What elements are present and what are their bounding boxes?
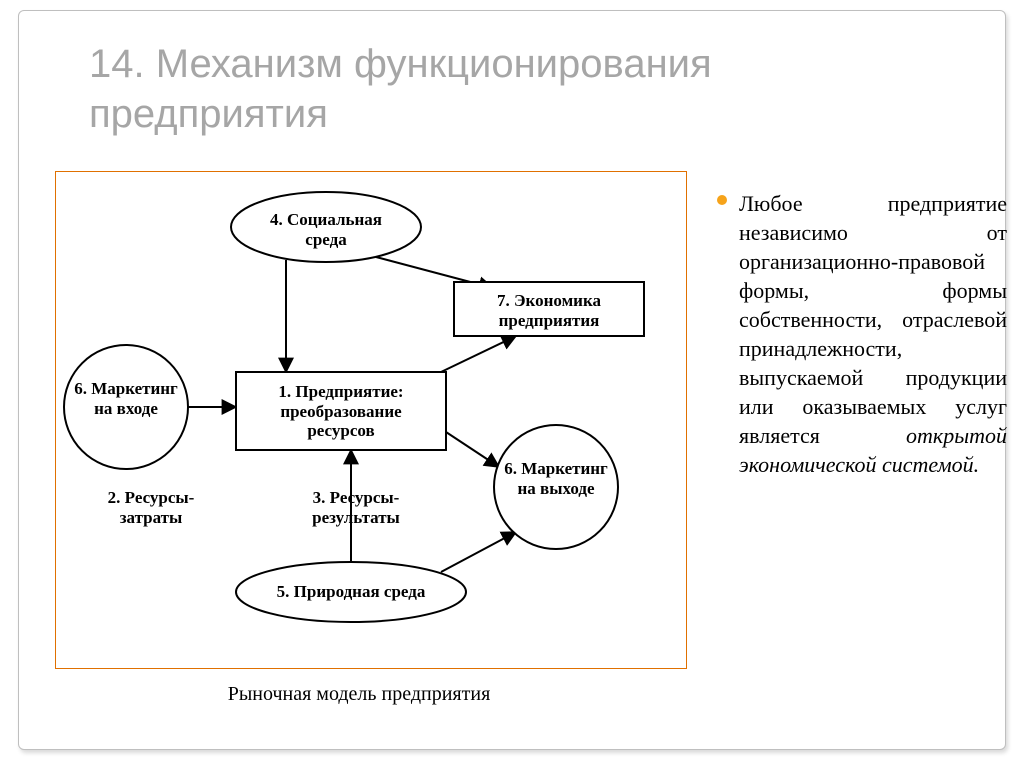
label-marketing-in: 6. Маркетинг на входе [70,379,182,418]
label-edge-resources-cost: 2. Ресурсы-затраты [96,488,206,527]
label-marketing-out: 6. Маркетинг на выходе [500,459,612,498]
edge-n1-n7 [441,336,516,372]
slide-frame: 14. Механизм функционирования предприяти… [18,10,1006,750]
bullet-icon [717,195,727,205]
diagram-caption: Рыночная модель предприятия [179,683,539,706]
label-edge-resources-result: 3. Ресурсы-результаты [291,488,421,527]
diagram-frame: 4. Социальная среда 7. Экономика предпри… [55,171,687,669]
label-social-env: 4. Социальная среда [251,210,401,249]
label-natural-env: 5. Природная среда [261,582,441,602]
edge-n1-n6out [446,432,499,467]
slide-title: 14. Механизм функционирования предприяти… [89,39,889,139]
bullet-text: Любое предприятие независимо от организа… [739,189,1007,479]
bullet-text-prefix: Любое предприятие независимо от организа… [739,191,1007,448]
edge-n5-n6out [441,532,516,572]
label-enterprise: 1. Предприятие: преобразование ресурсов [246,382,436,441]
label-economics: 7. Экономика предприятия [464,291,634,330]
